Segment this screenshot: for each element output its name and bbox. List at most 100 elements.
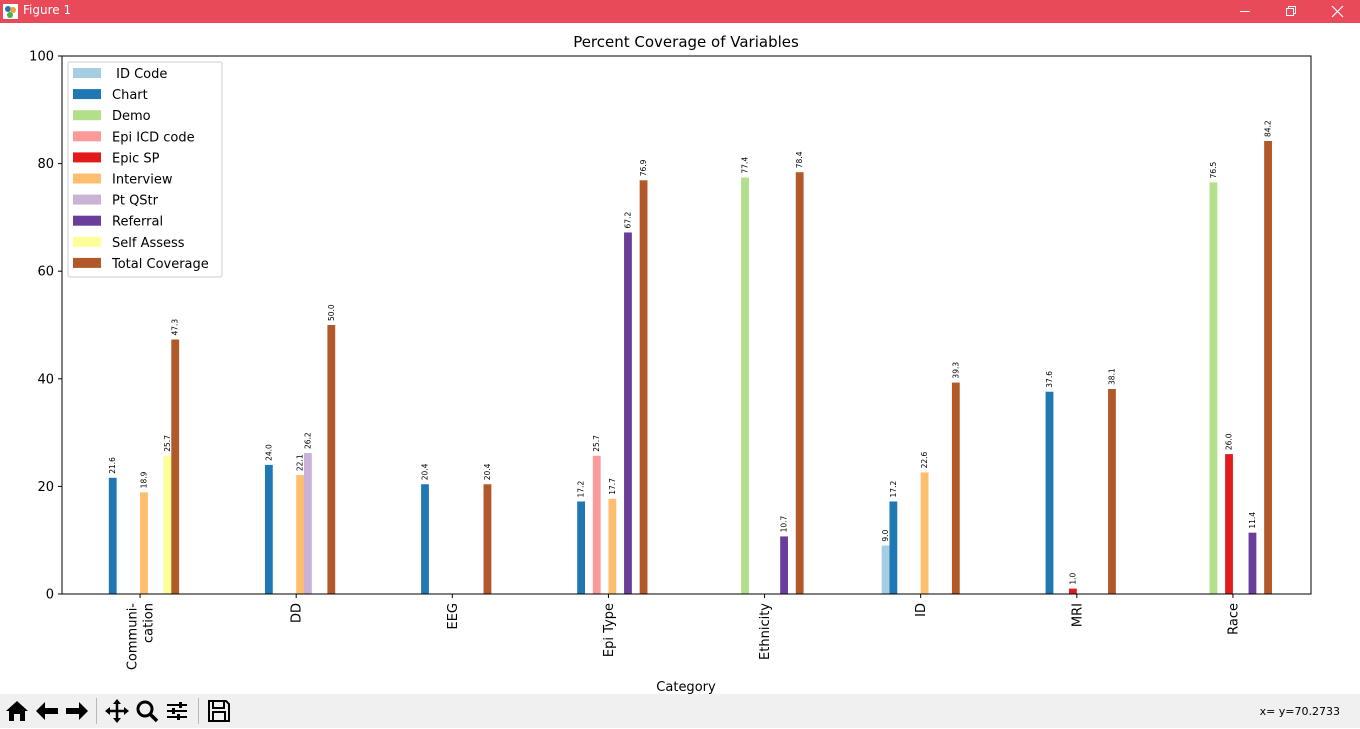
- bar: [577, 501, 586, 594]
- data-label: 67.2: [623, 212, 632, 229]
- bar: [1225, 454, 1233, 594]
- zoom-button[interactable]: [133, 697, 161, 725]
- close-icon: [1331, 5, 1344, 18]
- bar: [264, 464, 273, 594]
- data-label: 22.6: [920, 451, 929, 468]
- y-tick-label: 20: [37, 480, 54, 495]
- forward-button[interactable]: [63, 697, 91, 725]
- legend-entry: Self Assess: [112, 236, 185, 251]
- y-tick-label: 100: [29, 50, 54, 65]
- legend-entry: ID Code: [112, 67, 167, 82]
- bar: [795, 172, 804, 594]
- legend-entry: Referral: [112, 215, 163, 230]
- bar: [920, 472, 929, 594]
- close-button[interactable]: [1314, 0, 1360, 23]
- chart-title: Percent Coverage of Variables: [573, 33, 799, 51]
- bar: [1248, 532, 1257, 594]
- bar: [303, 453, 312, 594]
- legend-entry: Epic SP: [112, 151, 160, 166]
- x-tick-label: DD: [290, 603, 305, 623]
- data-label: 1.0: [1068, 572, 1077, 584]
- save-icon: [208, 700, 230, 722]
- configure-subplots-button[interactable]: [163, 697, 191, 725]
- data-label: 21.6: [108, 457, 117, 474]
- data-label: 76.9: [639, 159, 648, 176]
- app-icon: [3, 4, 18, 19]
- legend-entry: Chart: [112, 88, 148, 103]
- bar: [327, 325, 336, 594]
- data-label: 50.0: [327, 304, 336, 321]
- bar: [1209, 182, 1218, 594]
- data-label: 77.4: [741, 157, 750, 174]
- plot-area-frame: [61, 55, 1312, 595]
- window-titlebar: Figure 1: [0, 0, 1360, 23]
- back-button[interactable]: [33, 697, 61, 725]
- data-label: 17.2: [889, 481, 898, 498]
- zoom-icon: [136, 700, 159, 723]
- legend-entry: Total Coverage: [111, 257, 209, 272]
- data-label: 17.2: [577, 481, 586, 498]
- legend-entry: Interview: [112, 173, 173, 188]
- y-tick-label: 40: [37, 372, 54, 387]
- data-label: 39.3: [951, 362, 960, 379]
- y-tick-label: 80: [37, 157, 54, 172]
- data-label: 25.7: [592, 435, 601, 452]
- home-icon: [6, 701, 28, 721]
- data-label: 20.4: [420, 463, 429, 480]
- figure-canvas[interactable]: Percent Coverage of Variables 9.0 21.6 24.…: [0, 23, 1360, 695]
- home-button[interactable]: [3, 697, 31, 725]
- data-label: 22.1: [296, 454, 305, 471]
- legend-entry: Epi ICD code: [112, 130, 195, 145]
- cursor-coordinates: x= y=70.2733: [1259, 705, 1340, 718]
- data-label: 78.4: [795, 151, 804, 168]
- legend-swatch: [73, 110, 101, 121]
- bar: [171, 339, 180, 594]
- bar: [639, 180, 648, 594]
- bar: [608, 498, 617, 594]
- back-arrow-icon: [36, 702, 58, 720]
- data-label: 84.2: [1264, 120, 1273, 137]
- data-label: 9.0: [881, 529, 890, 541]
- bar: [483, 484, 492, 594]
- legend-swatch: [73, 194, 101, 205]
- legend-swatch: [73, 215, 101, 226]
- navigation-toolbar: x= y=70.2733: [0, 694, 1360, 728]
- data-label: 47.3: [171, 319, 180, 336]
- bar: [296, 475, 304, 594]
- minimize-button[interactable]: [1222, 0, 1268, 23]
- data-label: 37.6: [1045, 371, 1054, 388]
- forward-arrow-icon: [66, 702, 88, 720]
- bar: [1264, 141, 1272, 594]
- bar: [1108, 389, 1116, 594]
- data-label: 26.2: [303, 432, 312, 449]
- bar-chart: Percent Coverage of Variables 9.0 21.6 24.…: [29, 33, 1312, 695]
- maximize-button[interactable]: [1268, 0, 1314, 23]
- bar: [624, 232, 632, 594]
- bar: [108, 477, 117, 594]
- bar: [951, 382, 960, 594]
- x-tick-label: Ethnicity: [758, 603, 773, 660]
- restore-icon: [1286, 6, 1296, 16]
- data-label: 17.7: [608, 478, 617, 495]
- x-tick-label: EEG: [446, 603, 461, 630]
- bar: [1045, 391, 1054, 594]
- data-label: 26.0: [1225, 433, 1234, 450]
- pan-button[interactable]: [103, 697, 131, 725]
- legend-swatch: [73, 152, 101, 163]
- data-label: 11.4: [1248, 512, 1257, 529]
- legend-entry: Pt QStr: [112, 194, 159, 209]
- toolbar-separator: [96, 698, 97, 724]
- window-title: Figure 1: [23, 3, 72, 17]
- legend-swatch: [73, 68, 101, 78]
- save-button[interactable]: [205, 697, 233, 725]
- legend-entry: Demo: [112, 109, 151, 124]
- data-label: 20.4: [483, 463, 492, 480]
- legend-box: [67, 61, 223, 278]
- data-label: 25.7: [163, 435, 172, 452]
- legend-swatch: [73, 236, 101, 247]
- data-label: 76.5: [1209, 162, 1218, 179]
- pan-icon: [105, 699, 129, 723]
- bar: [140, 492, 148, 594]
- x-tick-label: Race: [1226, 603, 1241, 635]
- bar: [1069, 588, 1077, 594]
